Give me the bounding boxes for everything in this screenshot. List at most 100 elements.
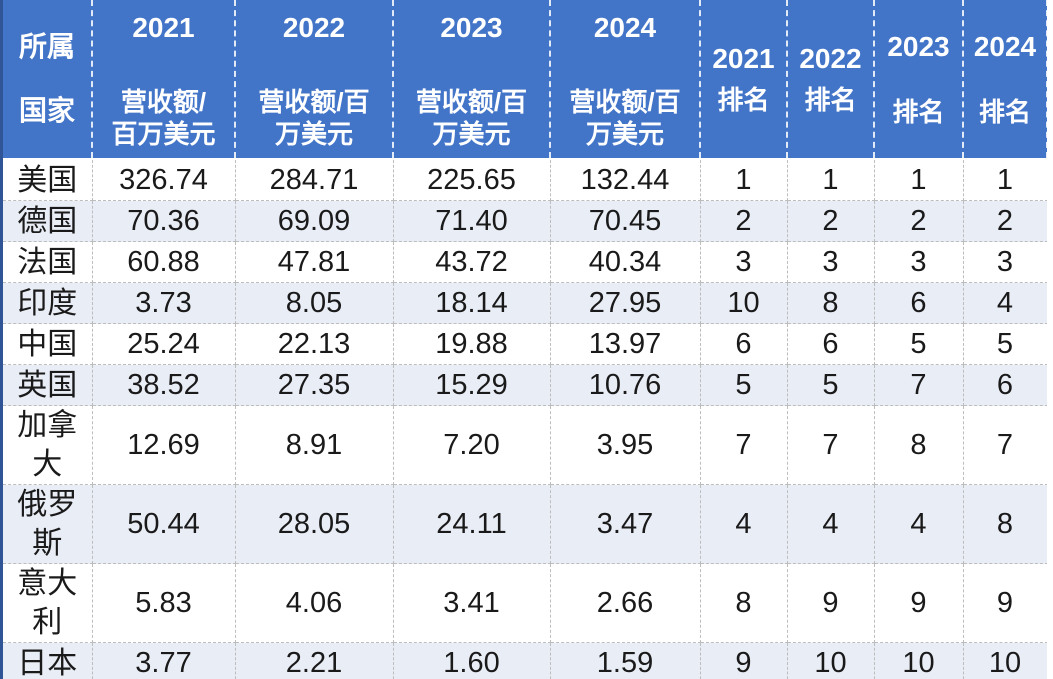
rank-cell: 7 <box>873 364 964 406</box>
revenue-cell: 43.72 <box>392 241 551 283</box>
revenue-cell: 38.52 <box>91 364 236 406</box>
country-cell: 印度 <box>3 282 93 324</box>
header-rank-label: 排名 <box>978 97 1031 127</box>
rank-cell: 5 <box>786 364 875 406</box>
rank-cell: 3 <box>873 241 964 283</box>
header-year-label: 2021 <box>132 12 195 43</box>
revenue-cell: 13.97 <box>549 323 701 365</box>
revenue-cell: 4.06 <box>234 563 394 643</box>
table-row: 德国 70.36 69.09 71.40 70.45 2 2 2 2 <box>3 200 1047 242</box>
unit-line2: 万美元 <box>432 119 511 149</box>
rank-cell: 2 <box>962 200 1047 242</box>
header-rank-2023: 2023 排名 <box>874 0 964 160</box>
table-row: 意大利 5.83 4.06 3.41 2.66 8 9 9 9 <box>3 563 1047 643</box>
unit-line1: 营收额/ <box>120 87 207 117</box>
revenue-cell: 40.34 <box>549 241 701 283</box>
header-country-line1: 所属 <box>18 31 75 62</box>
rank-cell: 9 <box>699 642 788 679</box>
country-cell: 加拿大 <box>3 405 93 485</box>
header-rank-2021: 2021 排名 <box>700 0 788 160</box>
rank-cell: 10 <box>873 642 964 679</box>
header-revenue-2021: 2021 营收额/ 百万美元 <box>92 0 236 160</box>
revenue-cell: 284.71 <box>234 158 394 201</box>
revenue-cell: 22.13 <box>234 323 394 365</box>
unit-line2: 万美元 <box>274 119 353 149</box>
rank-cell: 1 <box>873 158 964 201</box>
header-rank-label: 排名 <box>892 97 945 127</box>
country-cell: 意大利 <box>3 563 93 643</box>
revenue-cell: 132.44 <box>549 158 701 201</box>
country-cell: 英国 <box>3 364 93 406</box>
table-row: 英国 38.52 27.35 15.29 10.76 5 5 7 6 <box>3 364 1047 406</box>
rank-cell: 5 <box>699 364 788 406</box>
revenue-cell: 1.60 <box>392 642 551 679</box>
header-rank-2024: 2024 排名 <box>963 0 1047 160</box>
revenue-cell: 47.81 <box>234 241 394 283</box>
rank-cell: 1 <box>786 158 875 201</box>
table-row: 加拿大 12.69 8.91 7.20 3.95 7 7 8 7 <box>3 405 1047 485</box>
header-row: 所属 国家 2021 营收额/ 百万美元 2022 <box>3 0 1047 160</box>
rank-cell: 8 <box>873 405 964 485</box>
revenue-cell: 18.14 <box>392 282 551 324</box>
header-year-label: 2023 <box>440 12 503 43</box>
revenue-cell: 3.77 <box>91 642 236 679</box>
unit-line2: 万美元 <box>585 119 664 149</box>
header-year-label: 2024 <box>593 12 657 43</box>
header-country-line2: 国家 <box>18 95 75 126</box>
table-row: 日本 3.77 2.21 1.60 1.59 9 10 10 10 <box>3 642 1047 679</box>
unit-line1: 营收额/百 <box>258 87 370 117</box>
revenue-cell: 8.05 <box>234 282 394 324</box>
header-unit-label: 营收额/ 百万美元 <box>111 86 215 150</box>
header-year-label: 2024 <box>973 31 1037 62</box>
rank-cell: 1 <box>699 158 788 201</box>
header-unit-label: 营收额/百 万美元 <box>258 86 369 150</box>
unit-line1: 营收额/百 <box>415 87 528 117</box>
rank-cell: 4 <box>962 282 1047 324</box>
revenue-cell: 12.69 <box>91 405 236 485</box>
rank-cell: 7 <box>699 405 788 485</box>
revenue-cell: 10.76 <box>549 364 701 406</box>
rank-cell: 3 <box>786 241 875 283</box>
rank-cell: 6 <box>962 364 1047 406</box>
revenue-cell: 5.83 <box>91 563 236 643</box>
rank-cell: 2 <box>699 200 788 242</box>
rank-cell: 10 <box>699 282 788 324</box>
country-cell: 俄罗斯 <box>3 484 93 564</box>
rank-cell: 4 <box>786 484 875 564</box>
rank-cell: 6 <box>786 323 875 365</box>
revenue-cell: 1.59 <box>549 642 701 679</box>
rank-cell: 4 <box>699 484 788 564</box>
rank-cell: 2 <box>786 200 875 242</box>
rank-cell: 3 <box>962 241 1047 283</box>
rank-cell: 7 <box>786 405 875 485</box>
rank-cell: 3 <box>699 241 788 283</box>
table-row: 印度 3.73 8.05 18.14 27.95 10 8 6 4 <box>3 282 1047 324</box>
rank-cell: 5 <box>873 323 964 365</box>
revenue-cell: 8.91 <box>234 405 394 485</box>
revenue-cell: 25.24 <box>91 323 236 365</box>
rank-cell: 6 <box>873 282 964 324</box>
revenue-cell: 27.35 <box>234 364 394 406</box>
country-cell: 美国 <box>3 158 93 201</box>
revenue-cell: 60.88 <box>91 241 236 283</box>
rank-cell: 7 <box>962 405 1047 485</box>
revenue-cell: 15.29 <box>392 364 551 406</box>
table-row: 俄罗斯 50.44 28.05 24.11 3.47 4 4 4 8 <box>3 484 1047 564</box>
rank-cell: 2 <box>873 200 964 242</box>
header-year-label: 2023 <box>887 31 950 62</box>
revenue-cell: 3.47 <box>549 484 701 564</box>
rank-cell: 6 <box>699 323 788 365</box>
rank-cell: 8 <box>786 282 875 324</box>
header-year-label: 2022 <box>282 12 346 43</box>
revenue-cell: 3.95 <box>549 405 701 485</box>
unit-line1: 营收额/百 <box>569 87 681 117</box>
revenue-cell: 69.09 <box>234 200 394 242</box>
revenue-cell: 28.05 <box>234 484 394 564</box>
revenue-cell: 3.73 <box>91 282 236 324</box>
header-revenue-2022: 2022 营收额/百 万美元 <box>235 0 394 160</box>
header-revenue-2023: 2023 营收额/百 万美元 <box>393 0 551 160</box>
rank-cell: 5 <box>962 323 1047 365</box>
revenue-cell: 3.41 <box>392 563 551 643</box>
revenue-cell: 225.65 <box>392 158 551 201</box>
